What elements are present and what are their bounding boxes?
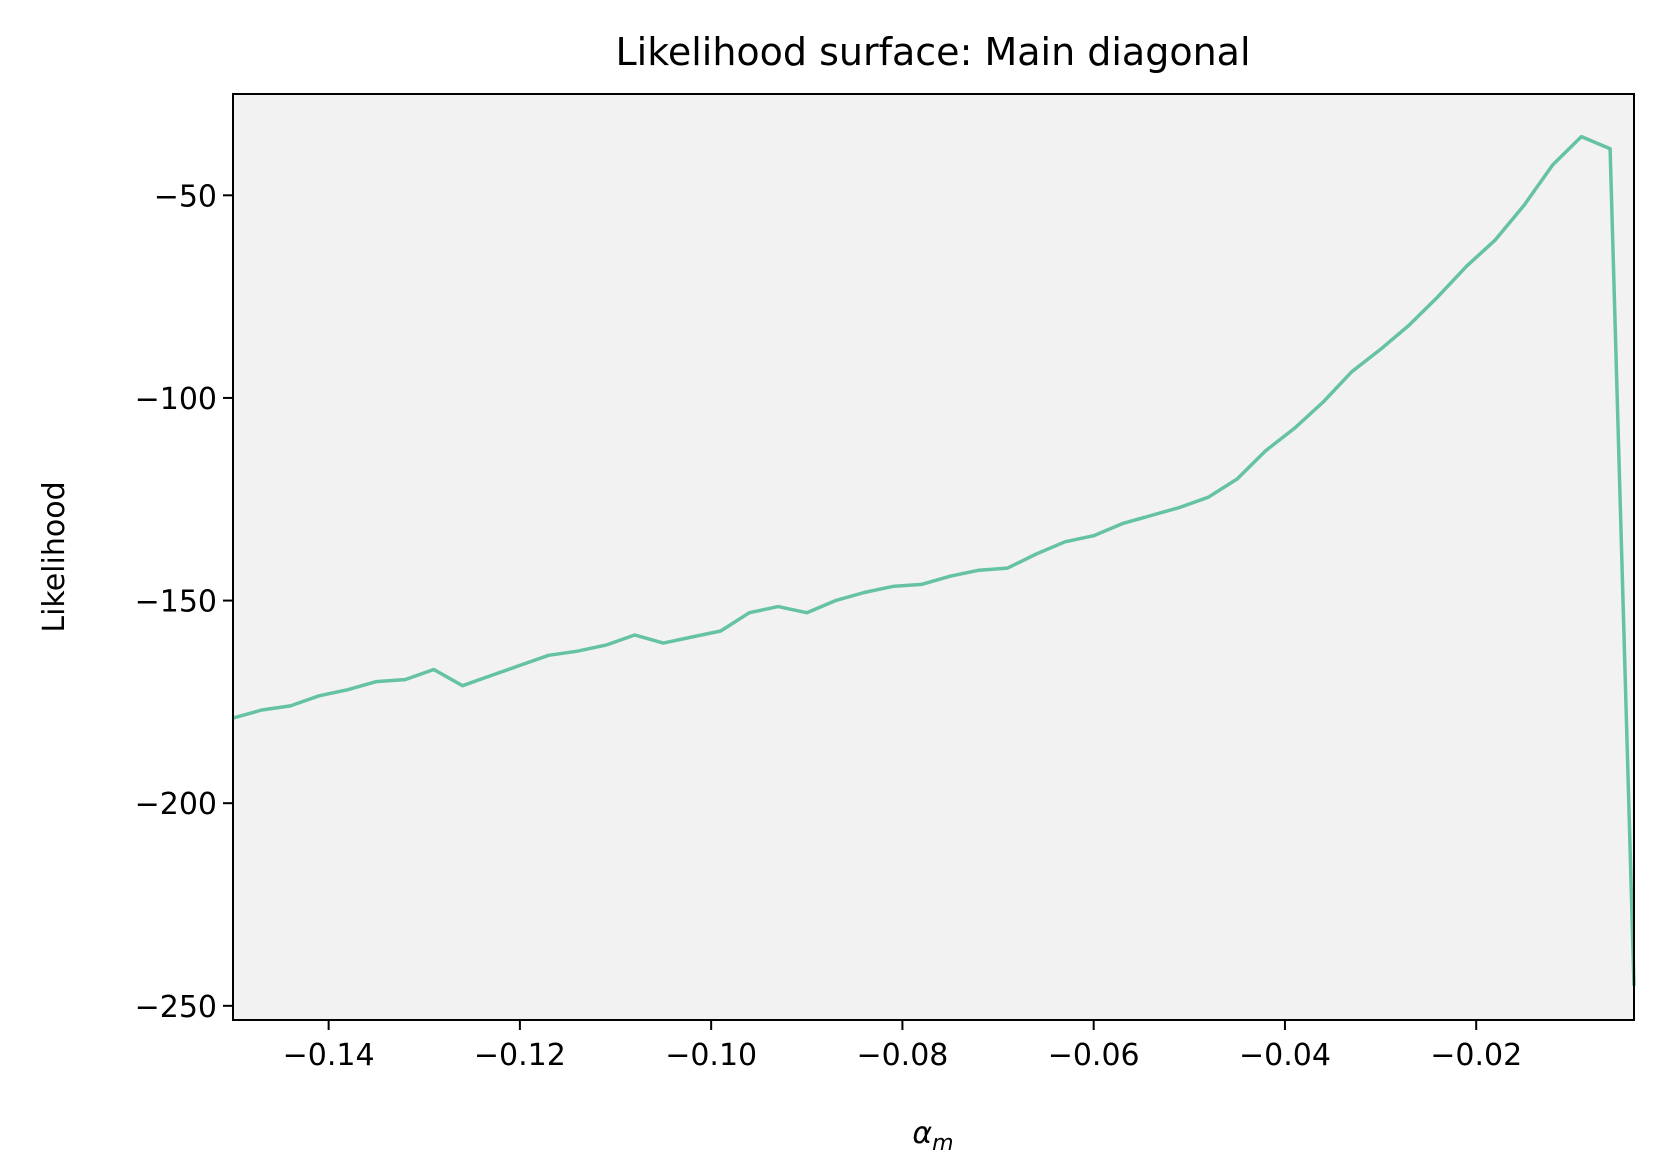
y-axis-label: Likelihood xyxy=(37,481,72,632)
x-axis-label-symbol: α xyxy=(912,1116,932,1151)
x-tick-label: −0.12 xyxy=(474,1038,566,1073)
plot-area xyxy=(233,94,1634,1020)
x-tick-label: −0.04 xyxy=(1239,1038,1331,1073)
x-tick-label: −0.06 xyxy=(1048,1038,1140,1073)
y-tick-label: −100 xyxy=(135,382,217,417)
chart-title: Likelihood surface: Main diagonal xyxy=(615,30,1250,74)
x-axis-label: αm xyxy=(912,1116,953,1156)
y-tick-label: −50 xyxy=(154,179,217,214)
series-layer xyxy=(232,134,1636,986)
y-axis: −50 −100 −150 −200 −250 xyxy=(135,179,233,1025)
y-tick-label: −200 xyxy=(135,787,217,822)
x-axis: −0.14 −0.12 −0.10 −0.08 −0.06 −0.04 −0.02 xyxy=(283,1020,1522,1073)
series-line xyxy=(232,134,1636,986)
x-tick-label: −0.02 xyxy=(1430,1038,1522,1073)
x-tick-label: −0.10 xyxy=(665,1038,757,1073)
x-axis-label-subscript: m xyxy=(932,1131,953,1156)
y-tick-label: −250 xyxy=(135,990,217,1025)
x-tick-label: −0.14 xyxy=(283,1038,375,1073)
x-tick-label: −0.08 xyxy=(856,1038,948,1073)
plot-frame xyxy=(232,93,1635,1021)
y-tick-label: −150 xyxy=(135,585,217,620)
